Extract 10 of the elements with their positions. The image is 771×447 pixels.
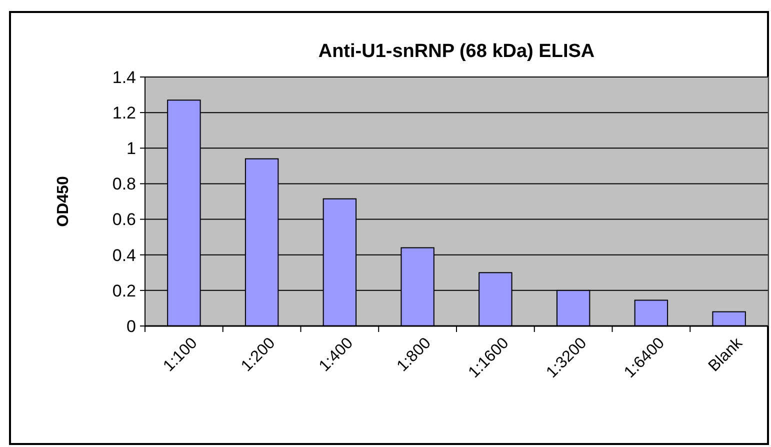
- y-tick-label: 0.8: [112, 174, 136, 194]
- y-tick-label: 1.2: [112, 104, 136, 123]
- y-tick-label: 0.6: [112, 210, 136, 230]
- y-tick-label: 0.2: [112, 281, 136, 300]
- y-tick-label: 1: [126, 139, 136, 158]
- y-tick-label: 0.4: [112, 246, 136, 265]
- y-axis-title: OD450: [55, 176, 72, 227]
- y-tick-label: 1.4: [112, 68, 136, 87]
- y-tick-label: 0: [126, 316, 136, 336]
- chart-title: Anti-U1-snRNP (68 kDa) ELISA: [318, 41, 595, 62]
